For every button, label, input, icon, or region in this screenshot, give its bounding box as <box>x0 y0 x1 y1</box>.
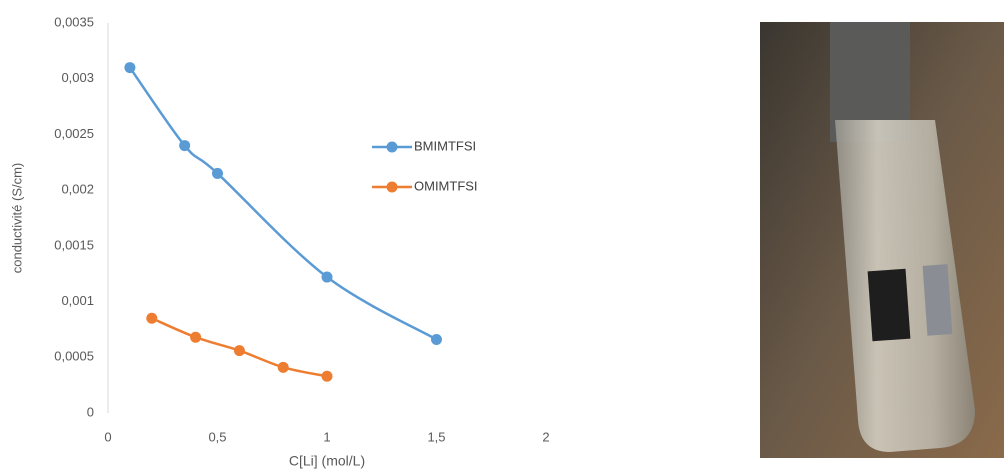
data-point <box>190 331 202 343</box>
y-tick-label: 0,0025 <box>54 126 94 141</box>
y-tick-label: 0,003 <box>61 70 94 85</box>
y-tick-label: 0,0005 <box>54 349 94 364</box>
x-tick-label: 2 <box>542 429 549 444</box>
legend-marker <box>386 141 398 153</box>
electrode <box>922 264 953 336</box>
data-point <box>124 62 136 74</box>
y-tick-label: 0,001 <box>61 293 94 308</box>
y-tick-label: 0,0015 <box>54 237 94 252</box>
data-point <box>179 140 191 152</box>
x-tick-label: 0 <box>104 429 111 444</box>
data-point <box>233 345 245 357</box>
legend-text: BMIMTFSI <box>414 138 476 153</box>
x-tick-label: 1,5 <box>427 429 445 444</box>
data-point <box>212 167 223 179</box>
y-tick-label: 0,002 <box>61 182 94 197</box>
legend-text: OMIMTFSI <box>414 178 478 193</box>
data-point <box>321 271 333 283</box>
data-point <box>431 333 442 345</box>
data-point <box>277 361 289 373</box>
data-point <box>146 312 158 324</box>
y-tick-label: 0 <box>87 404 94 419</box>
x-axis-label: C[Li] (mol/L) <box>289 453 365 469</box>
photo <box>760 22 1004 458</box>
y-tick-label: 0,0035 <box>54 14 94 29</box>
electrode <box>867 268 911 342</box>
y-axis-label: conductivité (S/cm) <box>9 163 24 274</box>
data-point <box>321 370 333 382</box>
x-tick-label: 0,5 <box>208 429 226 444</box>
legend-marker <box>386 181 398 193</box>
series-line <box>128 66 438 341</box>
x-tick-label: 1 <box>323 429 330 444</box>
